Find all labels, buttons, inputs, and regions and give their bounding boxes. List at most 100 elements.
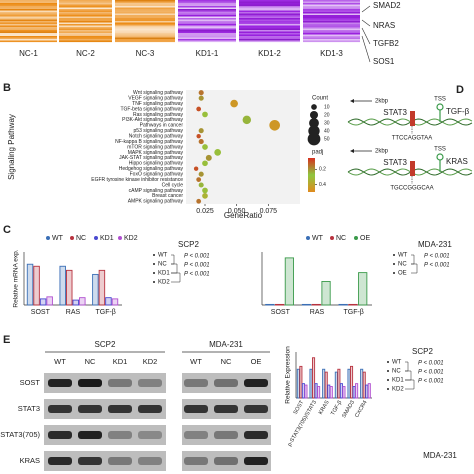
heatmap-cell	[303, 18, 360, 20]
sample-label: NC-1	[19, 49, 38, 58]
pathway-label: Cell cycle	[162, 182, 184, 188]
heatmap-cell	[303, 19, 360, 22]
arrow-head	[350, 149, 354, 153]
heatmap-cell	[239, 33, 300, 35]
heatmap-cell	[115, 34, 175, 37]
heatmap-cell	[115, 22, 175, 25]
legend-label: NC	[336, 235, 346, 242]
heatmap-cell	[239, 12, 300, 14]
factor-label: STAT3	[383, 158, 407, 167]
size-key	[307, 132, 321, 146]
blot-band	[78, 431, 102, 439]
dot	[198, 95, 204, 101]
heatmap-cell	[303, 10, 360, 13]
heatmap-cell	[115, 37, 175, 40]
heatmap-cell	[303, 1, 360, 4]
blot-band	[244, 379, 268, 387]
lane-label: NC	[221, 357, 232, 366]
legend-label: 40	[324, 128, 330, 134]
cell-line-label: MDA-231	[209, 340, 243, 349]
bar	[337, 368, 341, 399]
dot	[202, 187, 208, 194]
heatmap-cell	[0, 22, 57, 25]
blot-band	[48, 405, 72, 413]
p-value: P < 0.001	[184, 272, 210, 278]
gene-label: TGF-β	[446, 107, 470, 116]
p-value: P < 0.001	[418, 379, 444, 385]
heatmap-cell	[0, 3, 57, 5]
heatmap-cell	[59, 19, 112, 22]
heatmap-cell	[239, 19, 300, 22]
group-label: KD2	[392, 387, 404, 393]
gene-label: KRAS	[446, 157, 468, 166]
dot	[196, 177, 202, 182]
gene-label: SOS1	[373, 57, 395, 66]
blot-band	[214, 379, 238, 387]
heatmap-cell	[178, 7, 236, 10]
heatmap-cell	[239, 24, 300, 26]
heatmap-cell	[303, 0, 360, 2]
gene-pointer	[361, 27, 371, 45]
heatmap-cell	[59, 36, 112, 38]
legend-label: 0.2	[319, 167, 326, 173]
blot-band	[244, 405, 268, 413]
size-key	[309, 110, 319, 120]
heatmap-cell	[0, 9, 57, 11]
heatmap-cell	[59, 7, 112, 10]
bracket	[405, 370, 412, 381]
protein-label: SOST	[20, 378, 41, 387]
legend-label: 30	[324, 120, 330, 126]
sample-label: NC-3	[136, 49, 155, 58]
sample-label: KD1-1	[196, 49, 219, 58]
heatmap-cell	[59, 28, 112, 31]
heatmap-cell	[59, 12, 112, 14]
heatmap-cell	[303, 34, 360, 37]
bar	[352, 386, 356, 399]
heatmap-cell	[0, 36, 57, 38]
heatmap-cell	[0, 39, 57, 41]
protein-label: p-STAT3(705)	[0, 430, 40, 439]
bracket	[405, 379, 415, 390]
sample-label: KD1-3	[320, 49, 343, 58]
heatmap-cell	[0, 1, 57, 4]
blot-band	[108, 379, 132, 387]
x-tick-label: TGF-β	[95, 309, 115, 316]
group-label: KD2	[158, 280, 170, 286]
blot-band	[108, 405, 132, 413]
blot-band	[184, 431, 208, 439]
heatmap-cell	[59, 1, 112, 4]
bar	[367, 383, 371, 399]
heatmap-cell	[303, 12, 360, 14]
heatmap-cell	[239, 40, 300, 43]
pathway-label: VEGF signaling pathway	[128, 95, 183, 101]
heatmap-cell	[178, 19, 236, 22]
heatmap-cell	[239, 6, 300, 8]
factor-label: STAT3	[383, 108, 407, 117]
legend-label: 0.4	[319, 182, 326, 188]
heatmap-cell	[0, 18, 57, 20]
dot	[196, 198, 202, 204]
heatmap-cell	[0, 33, 57, 35]
x-tick-label: 0.025	[196, 208, 214, 215]
pathway-label: mTOR signaling pathway	[127, 144, 183, 150]
scale-label: 2kbp	[375, 149, 389, 155]
cell-line-label: SCP2	[412, 347, 433, 356]
group-dot	[387, 388, 389, 390]
heatmap-cell	[303, 24, 360, 26]
heatmap-cell	[239, 13, 300, 16]
heatmap-cell	[115, 3, 175, 5]
legend-swatch	[94, 236, 98, 240]
pathway-label: Wnt signaling pathway	[133, 90, 184, 96]
heatmap-cell	[0, 34, 57, 37]
pathway-label: TGF-beta signaling pathway	[120, 106, 183, 112]
blot-band	[78, 457, 102, 465]
heatmap-cell	[178, 36, 236, 38]
blot-band	[184, 379, 208, 387]
heatmap-cell	[239, 9, 300, 11]
heatmap-cell	[178, 18, 236, 20]
p-value: P < 0.001	[424, 263, 450, 269]
heatmap-cell	[303, 30, 360, 32]
p-value: P < 0.001	[418, 361, 444, 367]
bar	[321, 280, 331, 306]
